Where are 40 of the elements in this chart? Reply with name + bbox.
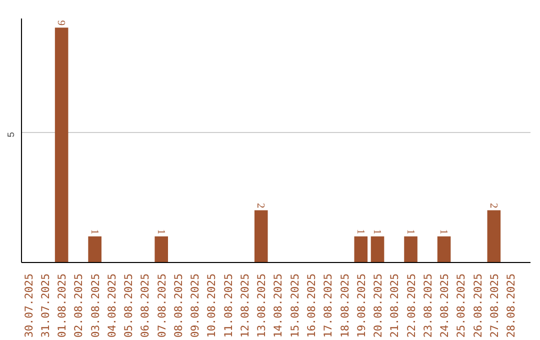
x-tick-label: 27.08.2025 <box>488 274 501 338</box>
x-tick-label: 28.08.2025 <box>504 274 518 338</box>
x-tick-label: 21.08.2025 <box>388 274 402 338</box>
x-tick-label: 31.07.2025 <box>38 274 52 338</box>
x-tick-label: 14.08.2025 <box>272 274 285 338</box>
x-tick-label: 11.08.2025 <box>222 274 235 338</box>
data-label: 9 <box>55 20 66 26</box>
x-tick-label: 24.08.2025 <box>438 274 452 338</box>
x-tick-label: 09.08.2025 <box>188 274 202 338</box>
x-tick-label: 05.08.2025 <box>122 274 136 338</box>
x-tick-label: 16.08.2025 <box>305 274 318 338</box>
x-tick-label: 10.08.2025 <box>205 274 218 338</box>
x-tick-label: 08.08.2025 <box>172 274 185 338</box>
data-label: 1 <box>88 229 100 234</box>
x-tick-label: 18.08.2025 <box>338 274 352 338</box>
data-label: 2 <box>487 202 498 208</box>
y-tick-label: 5 <box>6 132 16 138</box>
x-tick-label: 25.08.2025 <box>454 274 468 338</box>
x-tick-label: 13.08.2025 <box>255 274 268 338</box>
x-tick-label: 22.08.2025 <box>404 274 418 338</box>
x-tick-label: 06.08.2025 <box>138 274 152 338</box>
x-tick-label: 15.08.2025 <box>288 274 302 338</box>
x-tick-label: 20.08.2025 <box>372 274 385 338</box>
x-tick-label: 17.08.2025 <box>322 274 335 338</box>
x-tick-label: 30.07.2025 <box>22 274 36 338</box>
data-label: 1 <box>354 229 366 234</box>
x-tick-label: 12.08.2025 <box>238 274 252 338</box>
x-tick-label: 02.08.2025 <box>72 274 86 338</box>
data-label: 1 <box>154 229 166 234</box>
data-label: 1 <box>404 229 416 234</box>
x-tick-label: 07.08.2025 <box>155 274 168 338</box>
x-tick-label: 03.08.2025 <box>88 274 102 338</box>
data-label: 1 <box>438 229 449 234</box>
x-tick-label: 23.08.2025 <box>421 274 434 338</box>
data-label: 1 <box>371 229 382 234</box>
x-tick-label: 04.08.2025 <box>105 274 118 338</box>
x-tick-label: 26.08.2025 <box>471 274 484 338</box>
x-tick-label: 01.08.2025 <box>56 274 69 338</box>
data-label: 2 <box>254 202 266 208</box>
x-tick-label: 19.08.2025 <box>354 274 368 338</box>
